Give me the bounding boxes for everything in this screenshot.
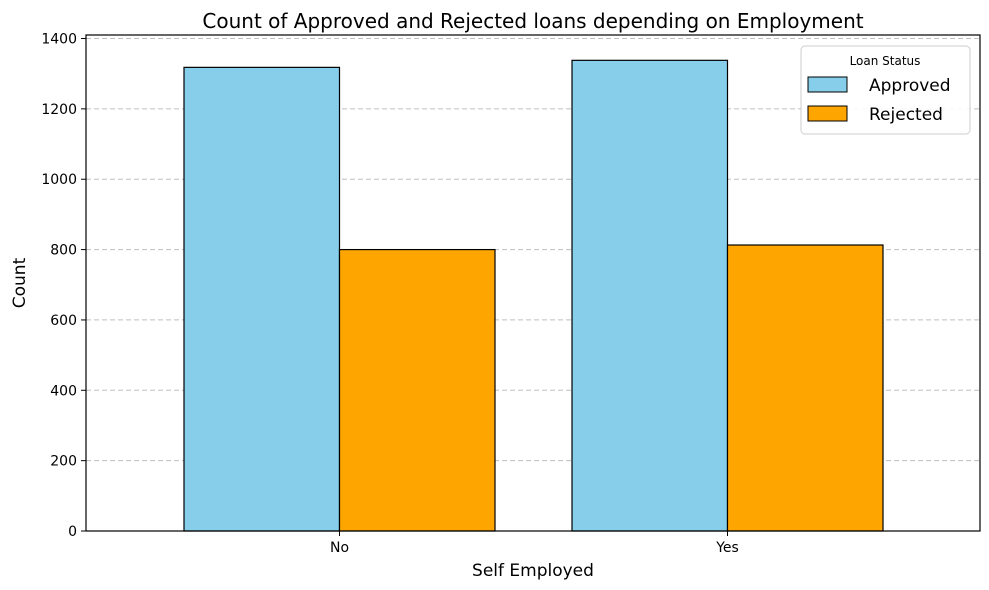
legend-label-approved: Approved	[869, 76, 951, 96]
legend: Loan Status Approved Rejected	[800, 45, 971, 135]
legend-swatch-approved	[807, 76, 848, 93]
y-tick-label: 0	[68, 524, 77, 540]
y-tick-label: 1400	[41, 32, 77, 48]
y-tick-label: 400	[50, 383, 77, 399]
chart-title: Count of Approved and Rejected loans dep…	[202, 9, 863, 33]
bar-rejected-no	[338, 248, 496, 532]
y-tick-label: 1200	[41, 102, 77, 118]
y-tick-label: 1000	[41, 172, 77, 188]
bar-approved-no	[183, 66, 341, 532]
legend-items: Approved Rejected	[807, 76, 951, 125]
legend-label-rejected: Rejected	[869, 105, 943, 125]
y-tick-label: 200	[50, 454, 77, 470]
bars	[183, 59, 884, 532]
bar-approved-yes	[571, 59, 729, 532]
y-axis-label: Count	[10, 257, 30, 308]
x-axis-label: Self Employed	[472, 561, 594, 581]
bar-rejected-yes	[726, 244, 884, 532]
y-tick-label: 600	[50, 313, 77, 329]
legend-title: Loan Status	[850, 54, 921, 68]
y-tick-label: 800	[50, 243, 77, 259]
legend-swatch-rejected	[807, 105, 848, 122]
x-tick-label: Yes	[715, 540, 739, 556]
x-axis-ticks: No Yes	[330, 531, 739, 556]
plot-frame	[85, 34, 981, 532]
x-tick-label: No	[330, 540, 349, 556]
y-axis-ticks: 0 200 400 600 800 1000 1200 1400	[41, 32, 86, 540]
